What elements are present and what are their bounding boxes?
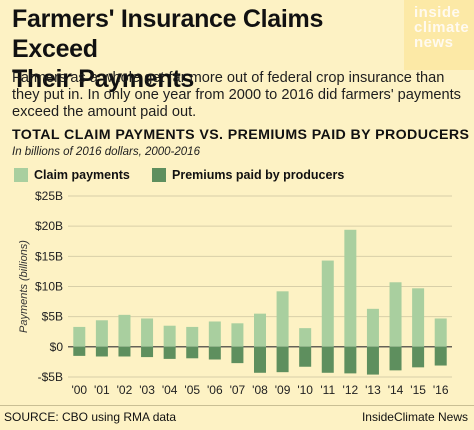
bar-premium [299,346,312,367]
x-tick-label: '08 [252,383,268,397]
legend-swatch-claim-payments [14,168,28,182]
insideclimate-news-logo: inside climate news [404,0,474,70]
publisher-credit: InsideClimate News [361,410,468,424]
x-tick-label: '16 [433,383,449,397]
bar-premium [321,346,334,373]
legend-label-claim-payments: Claim payments [34,168,130,182]
bar-premium [163,346,176,359]
bar-claim-payment [95,320,108,347]
x-tick-label: '14 [388,383,404,397]
bar-premium [118,346,131,357]
headline-line-2: Their Payments [12,65,194,93]
bar-premium [412,346,425,368]
bar-claim-payment [254,313,266,347]
intro-paragraph: Farmers as a whole get far more out of f… [12,70,461,120]
legend-item-claim-payments: Claim payments [14,168,130,182]
y-tick-label: $0 [50,340,64,354]
x-tick-label: '04 [162,383,178,397]
bar-claim-payment [208,321,221,347]
bar-premium [366,346,379,375]
x-tick-label: '12 [343,383,359,397]
bar-premium [254,346,266,373]
bar-claim-payment [231,323,244,347]
bar-premium [231,346,244,364]
headline-line-1: Farmers' Insurance Claims Exceed [12,5,324,63]
bar-claim-payment [434,318,447,347]
x-tick-label: '07 [230,383,246,397]
chart-subtitle: In billions of 2016 dollars, 2000-2016 [12,146,200,158]
x-tick-label: '05 [184,383,200,397]
bar-claim-payment [366,308,379,347]
legend-swatch-premiums [152,168,166,182]
x-tick-label: '00 [71,383,87,397]
y-tick-label: -$5B [38,370,63,384]
bar-premium [344,346,357,374]
chart-title: TOTAL CLAIM PAYMENTS VS. PREMIUMS PAID B… [12,127,470,143]
source-note: SOURCE: CBO using RMA data [4,410,177,424]
y-axis-title: Payments (billions) [18,240,30,333]
bar-premium [73,346,86,356]
y-tick-label: $10B [35,280,63,294]
bar-claim-payment [276,291,289,347]
legend-label-premiums: Premiums paid by producers [172,168,345,182]
bar-claim-payment [412,288,425,347]
bar-premium [186,346,199,359]
x-tick-label: '06 [207,383,223,397]
bar-claim-payment [344,229,357,347]
x-tick-label: '13 [365,383,381,397]
headline: Farmers' Insurance Claims Exceed Their P… [12,4,392,94]
bar-chart: -$5B $0 $5B $10B $15B $20B $25B Payments (billi… [18,189,452,397]
y-tick-label: $20B [35,219,63,233]
bar-premium [95,346,108,357]
x-tick-label: '02 [117,383,133,397]
bar-premium [434,346,447,366]
bar-claim-payment [163,325,176,347]
x-tick-label: '10 [297,383,313,397]
logo-word-2: climate [414,19,470,36]
x-tick-label: '03 [139,383,155,397]
x-tick-label: '11 [320,383,335,397]
bar-premium [208,346,221,360]
legend-item-premiums: Premiums paid by producers [152,168,344,182]
bar-premium [141,346,154,358]
x-tick-label: '15 [410,383,426,397]
footer-divider [0,405,474,406]
bar-claim-payment [321,260,334,347]
y-tick-label: $25B [35,189,63,203]
y-tick-label: $5B [42,310,63,324]
bar-claim-payment [389,282,402,347]
bar-premium [389,346,402,371]
bar-premium [276,346,289,373]
y-tick-label: $15B [35,249,63,263]
bar-claim-payment [186,326,199,347]
x-tick-label: '09 [275,383,291,397]
bar-claim-payment [73,326,86,347]
x-tick-label: '01 [94,383,110,397]
logo-word-1: inside [414,4,461,21]
bar-claim-payment [299,328,312,347]
logo-word-3: news [414,34,454,51]
bar-claim-payment [141,318,154,347]
bar-claim-payment [118,314,131,347]
